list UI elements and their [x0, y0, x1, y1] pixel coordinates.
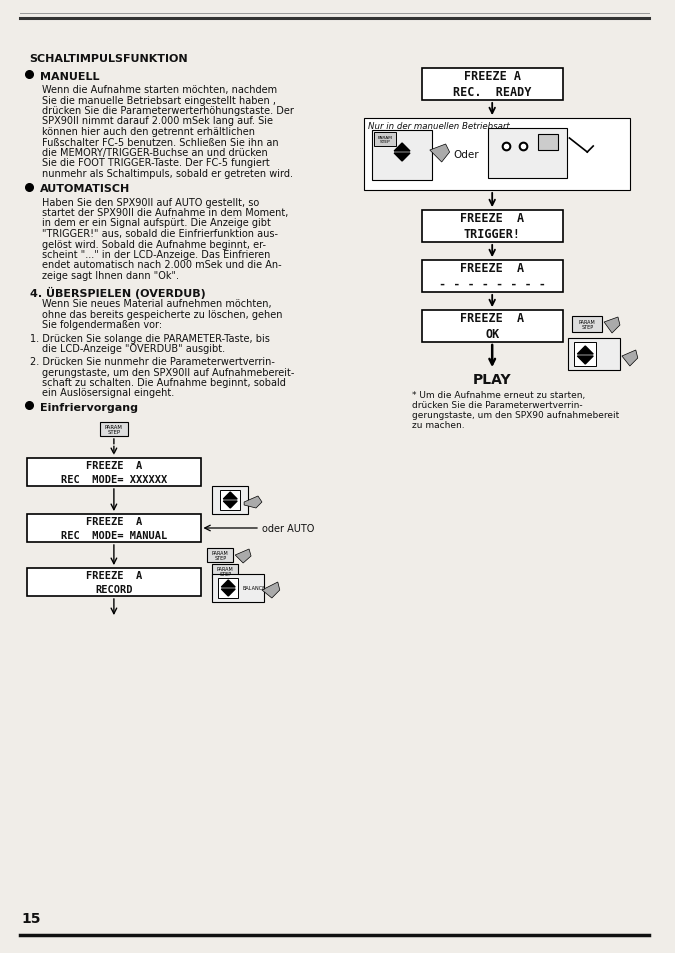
Bar	[568, 338, 620, 371]
Text: Fußschalter FC-5 benutzen. Schließen Sie ihn an: Fußschalter FC-5 benutzen. Schließen Sie…	[42, 137, 278, 148]
Bar	[488, 129, 568, 179]
Text: MANUELL: MANUELL	[40, 71, 99, 82]
Polygon shape	[244, 497, 262, 509]
Text: PARAM
STEP: PARAM STEP	[212, 550, 229, 560]
Text: Sie die FOOT TRIGGER-Taste. Der FC-5 fungiert: Sie die FOOT TRIGGER-Taste. Der FC-5 fun…	[42, 158, 269, 169]
Text: - - - - - - - -: - - - - - - - -	[439, 278, 545, 292]
Bar	[574, 343, 596, 367]
Text: die LCD-Anzeige "OVERDUB" ausgibt.: die LCD-Anzeige "OVERDUB" ausgibt.	[42, 344, 225, 355]
Bar	[422, 261, 562, 293]
Bar	[213, 486, 248, 515]
Text: in dem er ein Signal aufspürt. Die Anzeige gibt: in dem er ein Signal aufspürt. Die Anzei…	[42, 218, 271, 229]
Text: FREEZE  A: FREEZE A	[460, 313, 524, 325]
Text: 2. Drücken Sie nunmehr die Parameterwertverrin-: 2. Drücken Sie nunmehr die Parameterwert…	[30, 356, 275, 367]
Text: REC  MODE= XXXXXX: REC MODE= XXXXXX	[61, 475, 167, 484]
Polygon shape	[577, 356, 593, 365]
Text: 1. Drücken Sie solange die PARAMETER-Taste, bis: 1. Drücken Sie solange die PARAMETER-Tas…	[30, 334, 269, 344]
Bar	[572, 316, 602, 333]
Polygon shape	[235, 550, 251, 563]
Text: PARAM
STEP: PARAM STEP	[378, 136, 393, 144]
Text: zeige sagt Ihnen dann "Ok".: zeige sagt Ihnen dann "Ok".	[42, 271, 179, 281]
Text: ein Auslösersignal eingeht.: ein Auslösersignal eingeht.	[42, 388, 174, 398]
Text: 15: 15	[22, 911, 41, 925]
Bar	[213, 575, 264, 602]
Text: FREEZE  A: FREEZE A	[460, 213, 524, 225]
Bar	[422, 311, 562, 343]
Bar	[27, 458, 200, 486]
Bar	[27, 515, 200, 542]
Text: schaft zu schalten. Die Aufnahme beginnt, sobald: schaft zu schalten. Die Aufnahme beginnt…	[42, 377, 286, 388]
Text: gerungstaste, um den SPX90 aufnahmebereit: gerungstaste, um den SPX90 aufnahmeberei…	[412, 411, 619, 419]
Text: SPX90II nimmt darauf 2.000 mSek lang auf. Sie: SPX90II nimmt darauf 2.000 mSek lang auf…	[42, 116, 273, 127]
Text: OK: OK	[485, 328, 500, 341]
Polygon shape	[262, 582, 279, 598]
Bar	[27, 568, 200, 597]
Bar	[213, 564, 238, 578]
Text: PARAM
STEP: PARAM STEP	[105, 424, 123, 435]
Text: Wenn Sie neues Material aufnehmen möchten,: Wenn Sie neues Material aufnehmen möchte…	[42, 299, 271, 309]
Text: FREEZE  A: FREEZE A	[86, 571, 142, 580]
Polygon shape	[430, 145, 450, 163]
Text: AUTOMATISCH: AUTOMATISCH	[40, 184, 130, 194]
Text: nunmehr als Schaltimpuls, sobald er getreten wird.: nunmehr als Schaltimpuls, sobald er getr…	[42, 169, 292, 179]
Text: können hier auch den getrennt erhältlichen: können hier auch den getrennt erhältlich…	[42, 127, 254, 137]
Text: gerungstaste, um den SPX90II auf Aufnahmebereit-: gerungstaste, um den SPX90II auf Aufnahm…	[42, 367, 294, 377]
Text: scheint "..." in der LCD-Anzeige. Das Einfrieren: scheint "..." in der LCD-Anzeige. Das Ei…	[42, 250, 270, 260]
Text: REC.  READY: REC. READY	[453, 87, 531, 99]
Text: TRIGGER!: TRIGGER!	[464, 229, 520, 241]
Polygon shape	[622, 351, 638, 367]
Text: FREEZE A: FREEZE A	[464, 71, 520, 84]
Bar	[422, 69, 562, 101]
Text: PARAM
STEP: PARAM STEP	[579, 319, 595, 330]
Text: zu machen.: zu machen.	[412, 420, 464, 430]
Polygon shape	[223, 493, 237, 499]
Text: Nur in der manuellen Betriebsart: Nur in der manuellen Betriebsart	[369, 122, 510, 131]
Text: die MEMORY/TRIGGER-Buchse an und drücken: die MEMORY/TRIGGER-Buchse an und drücken	[42, 148, 267, 158]
Text: Oder: Oder	[454, 150, 479, 160]
Text: * Um die Aufnahme erneut zu starten,: * Um die Aufnahme erneut zu starten,	[412, 391, 585, 399]
Text: "TRIGGER!" aus, sobald die Einfrierfunktion aus-: "TRIGGER!" aus, sobald die Einfrierfunkt…	[42, 229, 277, 239]
Text: RECORD: RECORD	[95, 584, 133, 595]
Polygon shape	[394, 144, 410, 152]
Bar	[422, 211, 562, 243]
Polygon shape	[221, 589, 235, 597]
Polygon shape	[221, 580, 235, 587]
Text: drücken Sie die Parameterwerterhöhungstaste. Der: drücken Sie die Parameterwerterhöhungsta…	[42, 106, 294, 116]
Text: PLAY: PLAY	[473, 373, 512, 387]
Text: Sie die manuelle Betriebsart eingestellt haben ,: Sie die manuelle Betriebsart eingestellt…	[42, 95, 275, 106]
Bar	[220, 491, 240, 511]
Text: startet der SPX90II die Aufnahme in dem Moment,: startet der SPX90II die Aufnahme in dem …	[42, 208, 288, 218]
Bar	[373, 131, 432, 181]
Text: Sie folgendermaßen vor:: Sie folgendermaßen vor:	[42, 320, 162, 330]
Text: SCHALTIMPULSFUNKTION: SCHALTIMPULSFUNKTION	[30, 54, 188, 64]
Text: Haben Sie den SPX90II auf AUTO gestellt, so: Haben Sie den SPX90II auf AUTO gestellt,…	[42, 197, 259, 208]
Text: BALANCE: BALANCE	[242, 585, 265, 590]
Text: Wenn die Aufnahme starten möchten, nachdem: Wenn die Aufnahme starten möchten, nachd…	[42, 85, 277, 95]
Polygon shape	[394, 153, 410, 162]
Bar	[364, 119, 630, 191]
Text: gelöst wird. Sobald die Aufnahme beginnt, er-: gelöst wird. Sobald die Aufnahme beginnt…	[42, 239, 265, 250]
Text: endet automatisch nach 2.000 mSek und die An-: endet automatisch nach 2.000 mSek und di…	[42, 260, 281, 271]
Text: PARAM
STEP: PARAM STEP	[217, 566, 234, 577]
Text: oder AUTO: oder AUTO	[262, 523, 315, 534]
Bar	[375, 132, 396, 147]
Bar	[538, 135, 558, 151]
Text: drücken Sie die Parameterwertverrin-: drücken Sie die Parameterwertverrin-	[412, 400, 583, 410]
Text: Einfriervorgang: Einfriervorgang	[40, 402, 138, 413]
Text: REC  MODE= MANUAL: REC MODE= MANUAL	[61, 531, 167, 540]
Text: ohne das bereits gespeicherte zu löschen, gehen: ohne das bereits gespeicherte zu löschen…	[42, 310, 282, 319]
Bar	[100, 422, 128, 436]
Text: FREEZE  A: FREEZE A	[86, 517, 142, 526]
Bar	[219, 578, 238, 598]
Polygon shape	[223, 501, 237, 509]
Text: FREEZE  A: FREEZE A	[460, 262, 524, 275]
Polygon shape	[604, 317, 620, 334]
Text: 4. ÜBERSPIELEN (OVERDUB): 4. ÜBERSPIELEN (OVERDUB)	[30, 286, 205, 298]
Text: FREEZE  A: FREEZE A	[86, 460, 142, 471]
Polygon shape	[577, 347, 593, 355]
Bar	[207, 548, 234, 562]
